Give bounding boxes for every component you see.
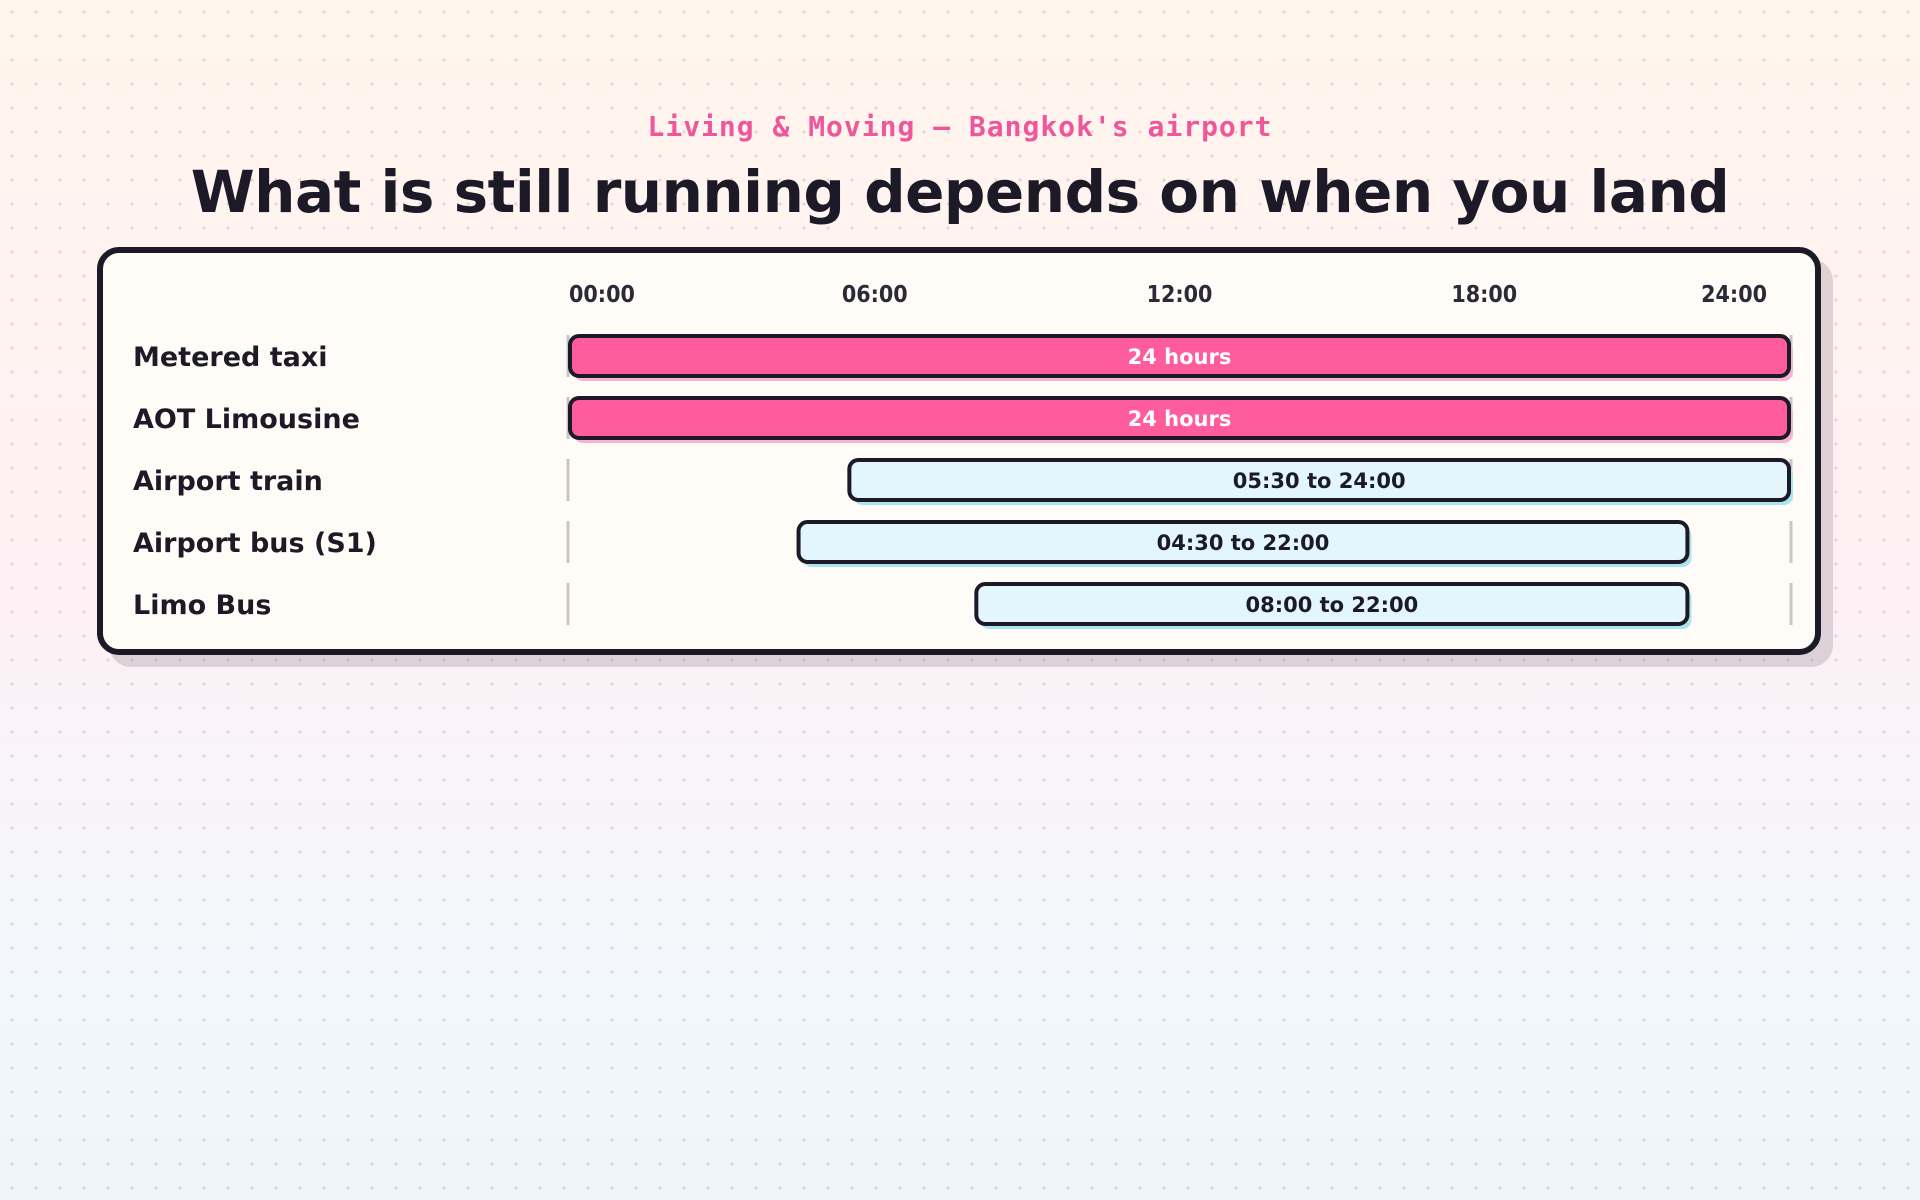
x-tick-label: 18:00 <box>1451 282 1517 308</box>
timeline-chart: 00:00 06:00 12:00 18:00 24:00 Metered taxi 24 … <box>133 282 1793 629</box>
chart-card: 00:00 06:00 12:00 18:00 24:00 Metered taxi 24 … <box>97 247 1821 655</box>
bar-data-label: 24 hours <box>1128 407 1232 431</box>
service-bar <box>974 582 1690 626</box>
bar-data-label: 04:30 to 22:00 <box>1157 531 1330 555</box>
bar-data-label: 05:30 to 24:00 <box>1233 469 1406 493</box>
x-tick-label: 06:00 <box>842 282 908 308</box>
service-bar <box>847 458 1791 502</box>
x-tick-label: 00:00 <box>569 282 635 308</box>
service-bar <box>796 520 1690 564</box>
row-label: AOT Limousine <box>133 404 360 435</box>
bar-data-label: 08:00 to 22:00 <box>1245 593 1418 617</box>
x-tick-label: 12:00 <box>1147 282 1213 308</box>
service-bar <box>568 334 1791 378</box>
section-kicker: Living & Moving — Bangkok's airport <box>647 110 1273 143</box>
bar-data-label: 24 hours <box>1128 345 1232 369</box>
page-title: What is still running depends on when yo… <box>190 158 1730 226</box>
service-bar <box>568 396 1791 440</box>
row-label: Airport bus (S1) <box>133 528 377 559</box>
row-label: Airport train <box>133 466 323 497</box>
row-label: Metered taxi <box>133 342 328 373</box>
row-label: Limo Bus <box>133 590 271 621</box>
x-tick-label: 24:00 <box>1701 282 1767 308</box>
